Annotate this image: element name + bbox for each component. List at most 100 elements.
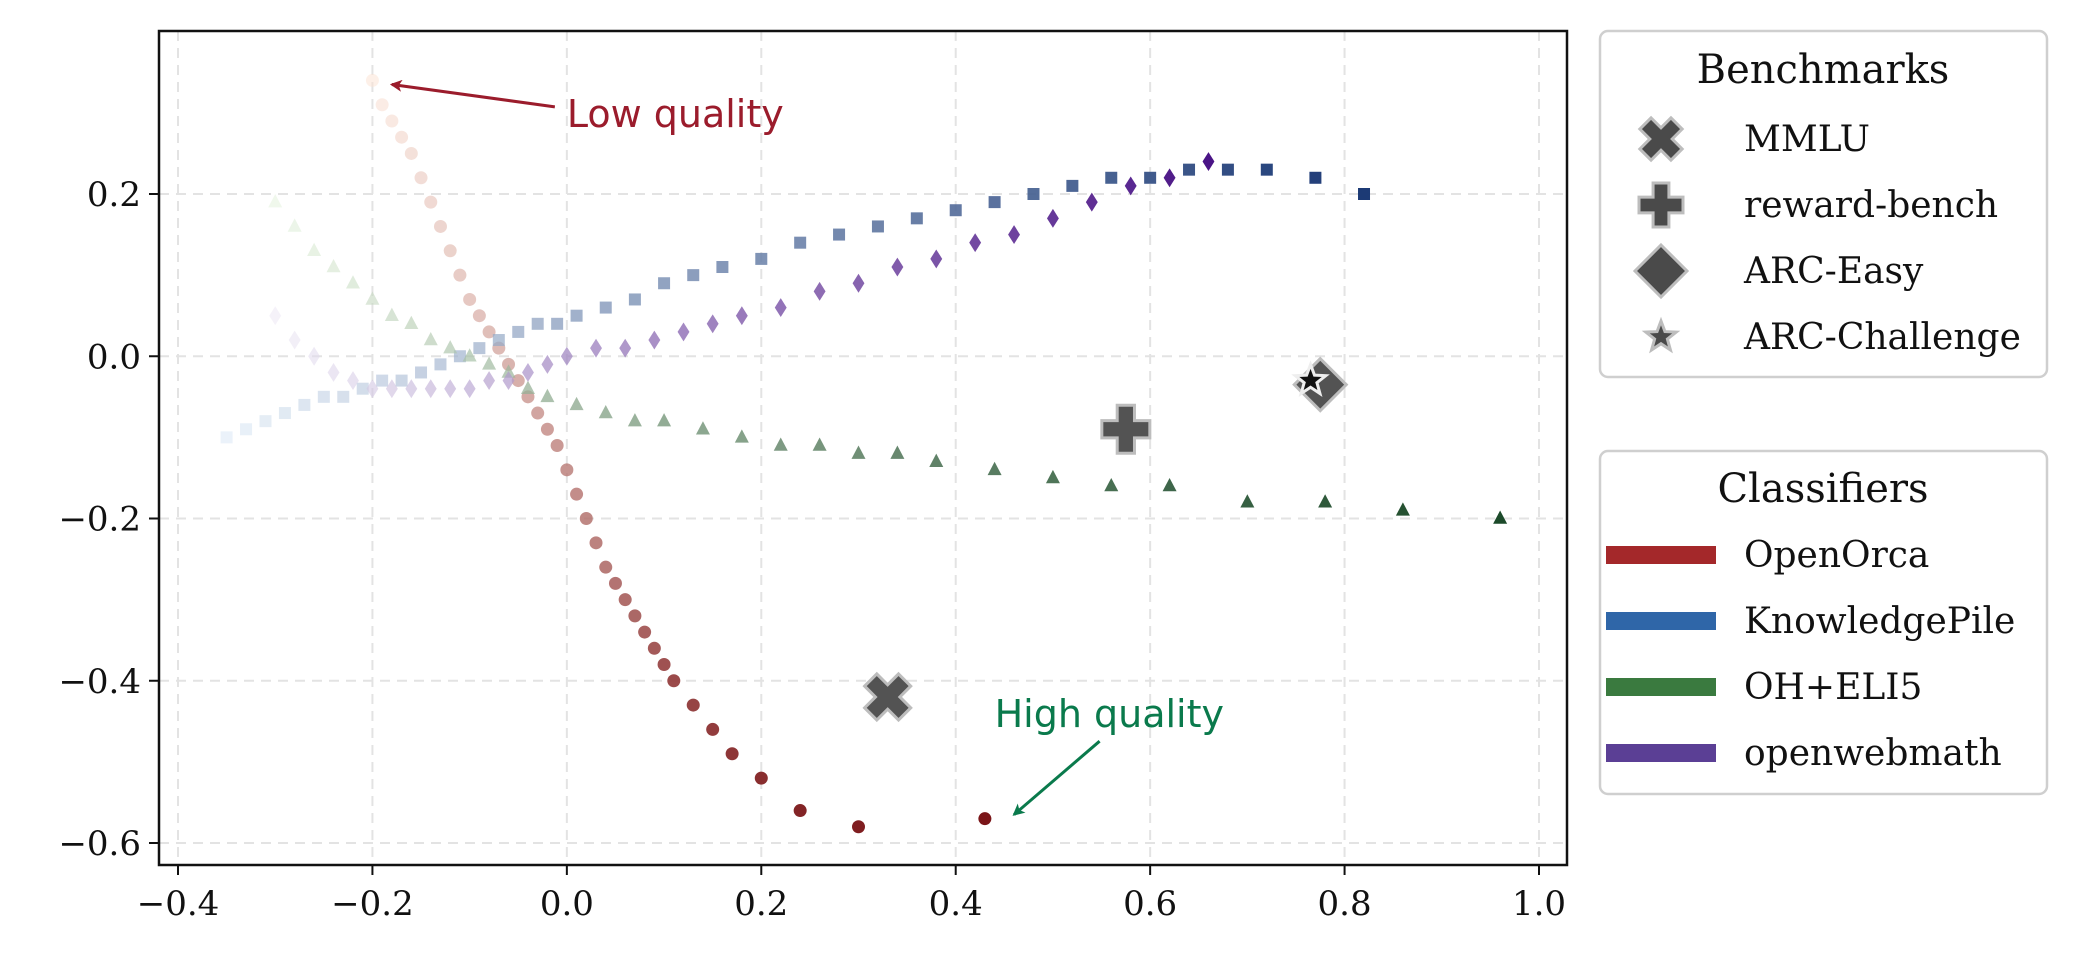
data-point	[1221, 163, 1234, 176]
legend-label: ARC-Easy	[1743, 251, 1924, 292]
data-point	[443, 340, 458, 354]
data-point	[851, 445, 866, 459]
data-point	[434, 358, 447, 371]
data-point	[278, 407, 291, 420]
data-point	[1260, 163, 1273, 176]
data-point	[949, 204, 962, 217]
x-tick-label: 0.2	[734, 884, 788, 924]
data-point	[648, 330, 661, 350]
data-point	[628, 293, 641, 306]
data-point	[384, 307, 399, 321]
data-point	[658, 277, 671, 290]
data-point	[1027, 188, 1040, 200]
data-point	[269, 306, 282, 326]
data-point	[706, 722, 720, 736]
benchmark-reward-bench-marker	[1100, 403, 1152, 455]
data-point	[599, 560, 613, 574]
x-tick-label: 0.6	[1123, 884, 1177, 924]
data-point	[375, 98, 389, 112]
data-point	[667, 674, 681, 688]
benchmark-mmlu-marker	[862, 671, 913, 723]
data-point	[1124, 176, 1137, 196]
legend-label: openwebmath	[1744, 733, 2002, 774]
data-point	[755, 252, 768, 265]
x-tick-label: −0.2	[331, 884, 414, 924]
classifiers-legend: Classifiers OpenOrca KnowledgePile OH+ELI5…	[1598, 449, 2049, 796]
data-point	[501, 364, 516, 378]
data-point	[287, 218, 302, 232]
data-point	[540, 388, 555, 403]
data-point	[483, 371, 496, 391]
data-point	[891, 257, 904, 277]
data-point	[1202, 152, 1215, 171]
data-point	[725, 747, 739, 761]
data-point	[590, 338, 602, 358]
legend-openwebmath-swatch	[1606, 744, 1716, 762]
data-point	[473, 342, 486, 355]
data-point	[220, 431, 233, 444]
legend-label: ARC-Challenge	[1743, 317, 2021, 358]
legend-reward-bench-icon	[1637, 181, 1685, 229]
data-point	[326, 258, 341, 273]
legend-mmlu-icon	[1637, 115, 1685, 163]
data-point	[512, 325, 525, 338]
data-point	[969, 233, 982, 253]
data-point	[492, 334, 505, 347]
data-point	[444, 379, 457, 399]
series-openwebmath	[269, 152, 1215, 399]
benchmarks-legend-entries: MMLU reward-bench ARC-Easy ARC-Challenge	[1632, 115, 2021, 358]
data-point	[657, 413, 672, 427]
data-point	[482, 325, 496, 339]
data-point	[560, 463, 574, 477]
data-point	[404, 315, 419, 330]
data-point	[628, 609, 642, 623]
data-point	[376, 374, 389, 387]
data-point	[589, 536, 603, 550]
data-point	[774, 298, 787, 318]
legend-label: MMLU	[1744, 119, 1870, 160]
data-point	[988, 196, 1001, 209]
legend-arc-easy-icon	[1632, 242, 1690, 300]
data-point	[502, 357, 516, 371]
data-point	[570, 309, 583, 322]
data-point	[1066, 179, 1079, 192]
data-point	[405, 379, 418, 399]
data-point	[706, 314, 719, 334]
data-point	[687, 269, 700, 282]
data-point	[1085, 192, 1098, 212]
data-point	[1395, 502, 1410, 516]
data-point	[833, 228, 846, 241]
data-point	[754, 771, 768, 785]
classifiers-legend-title: Classifiers	[1717, 466, 1928, 512]
data-point	[551, 317, 564, 330]
data-point	[560, 346, 573, 366]
data-point	[531, 406, 545, 420]
data-point	[890, 445, 905, 459]
data-point	[773, 437, 788, 451]
benchmarks-legend-title: Benchmarks	[1697, 47, 1950, 93]
annotations: Low quality High quality	[389, 79, 1224, 816]
data-point	[978, 812, 992, 826]
data-point	[317, 390, 330, 403]
data-point	[608, 576, 622, 590]
data-point	[424, 195, 438, 209]
data-point	[404, 146, 418, 160]
data-point	[852, 273, 865, 293]
legend-label: reward-bench	[1744, 185, 1998, 226]
legend-label: OpenOrca	[1744, 535, 1929, 576]
y-tick-label: 0.0	[87, 337, 141, 377]
data-point	[356, 382, 369, 395]
data-point	[433, 219, 447, 233]
data-point	[794, 236, 807, 249]
annotation-label: High quality	[995, 692, 1224, 736]
data-point	[1162, 478, 1177, 492]
series-markers	[220, 73, 1508, 834]
legend-arc-challenge-icon	[1641, 316, 1681, 354]
y-tick-label: −0.4	[58, 662, 141, 702]
data-point	[657, 658, 671, 672]
data-point	[540, 422, 554, 436]
data-point	[366, 379, 379, 399]
data-point	[1240, 494, 1255, 508]
data-point	[345, 275, 360, 289]
